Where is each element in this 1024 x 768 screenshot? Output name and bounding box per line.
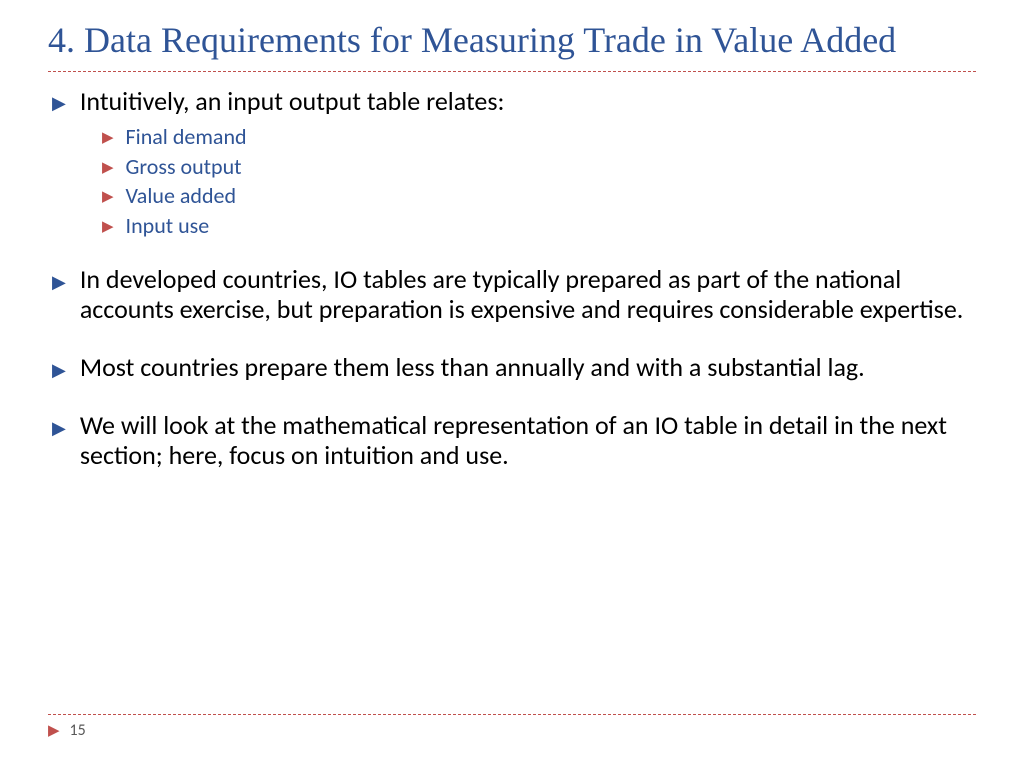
slide-body: ▶ Intuitively, an input output table rel… bbox=[48, 86, 976, 470]
triangle-bullet-icon: ▶ bbox=[52, 271, 66, 293]
sub-bullet-text: Gross output bbox=[126, 153, 242, 181]
triangle-bullet-icon: ▶ bbox=[52, 359, 66, 381]
sub-bullet-text: Value added bbox=[126, 182, 236, 210]
triangle-bullet-icon: ▶ bbox=[102, 158, 114, 177]
slide-container: 4. Data Requirements for Measuring Trade… bbox=[0, 0, 1024, 471]
triangle-bullet-icon: ▶ bbox=[102, 217, 114, 236]
bullet-text: In developed countries, IO tables are ty… bbox=[80, 265, 976, 325]
bullet-intro: ▶ Intuitively, an input output table rel… bbox=[52, 86, 976, 117]
slide-title: 4. Data Requirements for Measuring Trade… bbox=[48, 20, 976, 61]
sub-bullet-item: ▶ Input use bbox=[102, 212, 976, 240]
bullet-para-3: ▶ We will look at the mathematical repre… bbox=[52, 411, 976, 471]
bullet-para-2: ▶ Most countries prepare them less than … bbox=[52, 353, 976, 383]
triangle-bullet-icon: ▶ bbox=[48, 721, 60, 740]
triangle-bullet-icon: ▶ bbox=[52, 417, 66, 439]
triangle-bullet-icon: ▶ bbox=[102, 187, 114, 206]
bullet-text: Intuitively, an input output table relat… bbox=[80, 86, 505, 117]
sub-bullet-list: ▶ Final demand ▶ Gross output ▶ Value ad… bbox=[52, 123, 976, 239]
sub-bullet-item: ▶ Value added bbox=[102, 182, 976, 210]
triangle-bullet-icon: ▶ bbox=[102, 128, 114, 147]
sub-bullet-item: ▶ Final demand bbox=[102, 123, 976, 151]
sub-bullet-text: Input use bbox=[126, 212, 210, 240]
footer-row: ▶ 15 bbox=[48, 721, 976, 740]
page-number: 15 bbox=[70, 721, 86, 740]
bullet-text: We will look at the mathematical represe… bbox=[80, 411, 976, 471]
sub-bullet-text: Final demand bbox=[126, 123, 247, 151]
slide-footer: ▶ 15 bbox=[48, 714, 976, 740]
divider-bottom bbox=[48, 714, 976, 715]
divider-top bbox=[48, 71, 976, 72]
sub-bullet-item: ▶ Gross output bbox=[102, 153, 976, 181]
bullet-para-1: ▶ In developed countries, IO tables are … bbox=[52, 265, 976, 325]
triangle-bullet-icon: ▶ bbox=[52, 92, 66, 114]
bullet-text: Most countries prepare them less than an… bbox=[80, 353, 865, 383]
